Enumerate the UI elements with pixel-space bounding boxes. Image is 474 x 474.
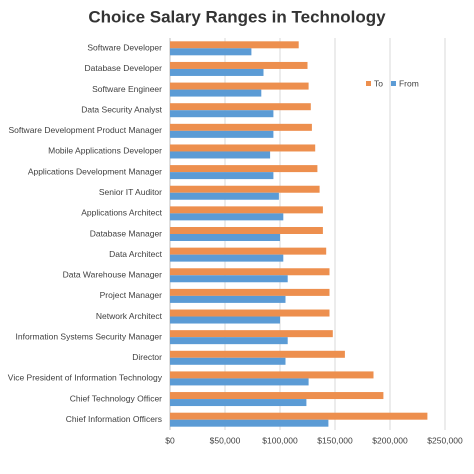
bar (170, 110, 274, 118)
y-tick-label: Software Development Product Manager (8, 125, 162, 135)
legend-label: To (374, 78, 383, 88)
y-tick-label: Applications Development Manager (28, 166, 162, 176)
bar (170, 227, 323, 234)
bar (170, 192, 279, 200)
legend-label: From (399, 78, 419, 88)
x-tick-label: $0 (165, 435, 175, 445)
bar (170, 68, 264, 76)
bar (170, 412, 428, 420)
x-tick-label: $250,000 (427, 435, 463, 445)
bar (170, 123, 312, 131)
bar (170, 330, 333, 338)
x-tick-label: $200,000 (372, 435, 408, 445)
x-tick-label: $150,000 (317, 435, 353, 445)
y-tick-label: Mobile Applications Developer (48, 146, 162, 156)
chart-title: Choice Salary Ranges in Technology (88, 7, 386, 26)
bar (170, 275, 288, 283)
bar (170, 185, 320, 193)
bar (170, 48, 252, 56)
legend-swatch (366, 81, 371, 86)
y-tick-label: Project Manager (100, 290, 163, 300)
bar (170, 371, 374, 379)
bar (170, 151, 271, 159)
bar (170, 172, 274, 180)
y-tick-label: Senior IT Auditor (99, 187, 162, 197)
y-tick-label: Software Engineer (92, 84, 162, 94)
legend-swatch (390, 81, 396, 86)
y-tick-label: Data Security Analyst (81, 104, 162, 114)
bar (170, 41, 299, 49)
bar (170, 61, 308, 69)
bar (170, 213, 284, 221)
y-tick-label: Database Manager (90, 228, 162, 238)
y-tick-label: Information Systems Security Manager (16, 331, 163, 341)
bar (170, 144, 316, 152)
bar (170, 309, 330, 317)
bar (170, 399, 307, 407)
x-tick-label: $100,000 (262, 435, 298, 445)
bar (170, 247, 327, 255)
bar (170, 82, 309, 90)
bar (170, 268, 330, 276)
y-tick-label: Applications Architect (81, 208, 162, 218)
bar (170, 357, 286, 365)
bar (170, 234, 280, 241)
bar (170, 206, 323, 214)
y-tick-label: Network Architect (96, 311, 163, 321)
y-tick-label: Software Developer (87, 43, 162, 53)
y-tick-label: Database Developer (85, 63, 163, 73)
bar (170, 288, 330, 296)
y-tick-label: Data Architect (109, 249, 163, 259)
bar (170, 103, 311, 111)
bar (170, 165, 318, 173)
bar (170, 350, 345, 358)
y-tick-label: Chief Information Officers (66, 414, 162, 424)
y-tick-label: Director (132, 352, 162, 362)
bar (170, 392, 384, 400)
bar (170, 295, 286, 303)
bar (170, 254, 284, 262)
y-tick-label: Vice President of Information Technology (8, 373, 163, 383)
bar (170, 337, 288, 345)
bar (170, 130, 274, 138)
bar (170, 419, 329, 427)
bar (170, 316, 280, 324)
x-tick-label: $50,000 (210, 435, 241, 445)
y-tick-label: Chief Technology Officer (70, 393, 162, 403)
bar (170, 89, 262, 97)
bar (170, 378, 309, 386)
y-tick-label: Data Warehouse Manager (63, 270, 163, 280)
